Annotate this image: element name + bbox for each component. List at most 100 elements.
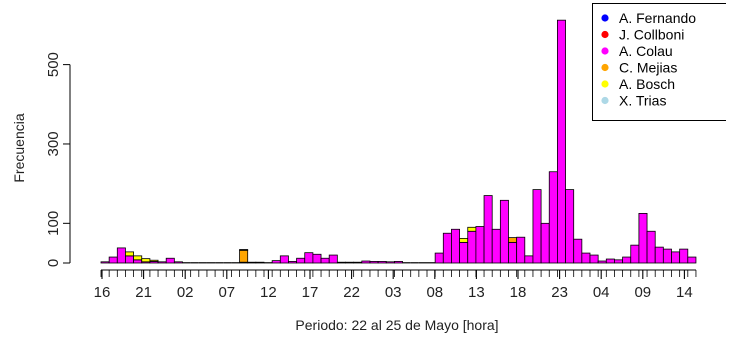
bar-63-series-2 (614, 259, 624, 264)
bar-23-series-2 (288, 261, 298, 264)
bar-58-series-2 (573, 238, 583, 264)
legend-marker-2 (601, 47, 609, 55)
legend-marker-4 (601, 80, 609, 88)
bar-47-series-2 (483, 195, 493, 264)
bar-45-series-4 (467, 226, 477, 232)
bar-14-empty (215, 262, 224, 264)
bar-33-series-2 (369, 261, 379, 264)
bar-69-series-2 (662, 248, 672, 264)
bar-0-series-2 (100, 261, 110, 264)
bar-44-series-4 (459, 237, 469, 243)
bar-61-series-2 (597, 260, 607, 264)
bar-50-series-2 (508, 241, 518, 264)
bar-28-series-2 (328, 254, 338, 264)
bar-56-series-2 (557, 19, 566, 264)
bar-55-series-2 (548, 171, 558, 264)
bar-37-empty (402, 262, 411, 264)
bar-60-series-2 (589, 254, 599, 264)
y-axis-label: Frecuencia (11, 113, 27, 182)
bar-31-series-2 (353, 261, 363, 264)
bar-57-series-2 (565, 189, 575, 264)
bar-1-series-2 (108, 256, 118, 264)
bar-16-empty (231, 262, 240, 264)
bar-34-series-2 (377, 261, 387, 264)
bar-9-series-2 (173, 261, 183, 264)
x-tick-label-22: 22 (343, 284, 360, 301)
bar-71-series-2 (679, 248, 689, 264)
bar-32-series-2 (361, 260, 371, 264)
x-tick-label-17: 17 (302, 284, 319, 301)
bar-68-series-2 (654, 246, 664, 264)
legend-label-0: A. Fernando (619, 10, 696, 26)
bar-41-series-2 (434, 252, 444, 264)
y-tick-label-100: 100 (45, 211, 62, 236)
bar-4-series-4 (133, 255, 143, 261)
bar-17-series-3 (239, 249, 249, 263)
bar-35-series-2 (385, 261, 395, 264)
bar-11-empty (190, 262, 199, 264)
bar-21-series-2 (271, 260, 281, 264)
bar-64-series-2 (622, 256, 632, 264)
bars-group (100, 19, 697, 264)
bar-5-series-4 (141, 258, 151, 263)
bar-50-series-3 (508, 237, 518, 243)
bar-52-series-2 (524, 255, 534, 264)
bar-67-series-2 (646, 230, 656, 264)
bar-15-empty (223, 262, 232, 264)
x-tick-label-04: 04 (593, 284, 610, 301)
y-tick-label-300: 300 (45, 131, 62, 156)
x-tick-label-23: 23 (551, 284, 568, 301)
bar-29-series-2 (336, 261, 346, 264)
bar-36-series-2 (393, 261, 403, 264)
bar-48-series-2 (491, 228, 501, 264)
legend-box (592, 3, 726, 121)
bar-54-series-2 (540, 222, 550, 264)
legend-marker-5 (601, 96, 609, 105)
legend-label-4: A. Bosch (619, 76, 675, 92)
bar-72-series-2 (687, 256, 697, 264)
bar-59-series-2 (581, 252, 591, 264)
bar-18-series-2 (247, 261, 257, 264)
bar-10-empty (182, 262, 191, 264)
legend-marker-0 (601, 14, 609, 22)
y-tick-label-0: 0 (45, 259, 62, 267)
bar-51-series-2 (516, 236, 526, 264)
legend-marker-1 (601, 30, 609, 39)
bar-17-series-4 (239, 249, 249, 251)
bar-4-series-2 (133, 259, 143, 264)
bar-2-series-2 (116, 247, 126, 264)
bar-40-empty (427, 262, 436, 264)
x-tick-label-16: 16 (94, 284, 111, 301)
bar-13-empty (206, 262, 216, 264)
x-tick-label-07: 07 (218, 284, 235, 301)
y-tick-label-500: 500 (45, 52, 62, 77)
legend-label-2: A. Colau (619, 43, 673, 59)
bar-12-empty (198, 262, 207, 264)
bar-8-series-2 (165, 257, 175, 264)
legend-marker-3 (601, 63, 609, 72)
x-tick-label-09: 09 (634, 284, 651, 301)
bar-26-series-2 (312, 253, 322, 264)
x-axis: 16 21 02 07 12 17 22 03 08 13 18 23 04 09 14 (94, 269, 697, 301)
x-tick-label-14: 14 (676, 284, 693, 301)
bar-44-series-2 (459, 241, 469, 264)
bar-70-series-2 (671, 251, 681, 264)
bar-25-series-2 (304, 252, 314, 264)
x-tick-label-03: 03 (385, 284, 402, 301)
bar-45-series-2 (467, 230, 477, 264)
bar-66-series-2 (638, 212, 648, 264)
x-tick-label-08: 08 (426, 284, 443, 301)
legend-label-1: J. Collboni (619, 27, 684, 43)
bar-20-empty (264, 262, 273, 264)
bar-46-series-2 (475, 226, 485, 264)
bar-7-series-2 (157, 261, 167, 264)
bar-53-series-2 (532, 189, 542, 264)
x-tick-label-18: 18 (510, 284, 527, 301)
bar-42-series-2 (442, 232, 452, 264)
bar-30-series-2 (345, 261, 355, 264)
legend-label-3: C. Mejias (619, 60, 677, 76)
bar-38-empty (410, 262, 419, 264)
x-tick-label-13: 13 (468, 284, 485, 301)
